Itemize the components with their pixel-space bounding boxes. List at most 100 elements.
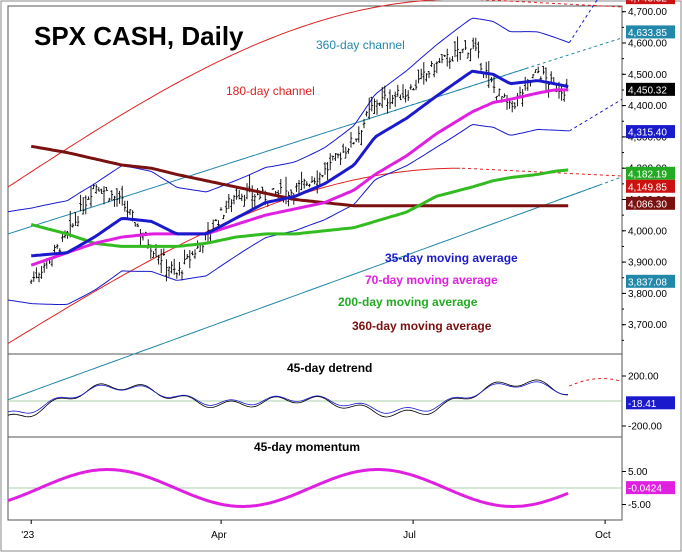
- price-bar: [453, 41, 457, 58]
- price-bar: [40, 265, 43, 279]
- label-200-day-ma: 200-day moving average: [338, 295, 478, 309]
- price-value-badge-text: 4,182.19: [628, 169, 667, 180]
- price-bar: [451, 55, 454, 62]
- price-value-badge: 4,633.85: [626, 25, 675, 39]
- price-bar: [360, 129, 363, 146]
- price-value-badge: 4,450.32: [626, 82, 675, 96]
- price-bar: [318, 172, 322, 187]
- price-bar: [412, 87, 415, 91]
- price-bar: [92, 183, 95, 190]
- price-bar: [443, 54, 446, 57]
- price-bar: [347, 148, 350, 154]
- price-value-badge-text: 4,315.40: [628, 128, 667, 139]
- price-bar: [188, 250, 192, 269]
- price-bar: [87, 196, 90, 200]
- price-value-badge: 4,149.85: [626, 179, 675, 193]
- channel-180-lower-projection: [461, 167, 623, 177]
- price-bar: [393, 91, 397, 107]
- price-bar: [321, 175, 324, 178]
- price-bar: [362, 118, 366, 129]
- label-360-day-ma: 360-day moving average: [352, 319, 492, 333]
- price-bar: [162, 248, 166, 256]
- price-y-tick-label: 4,600.00: [628, 39, 667, 50]
- momentum-y-tick-label: 5.00: [628, 467, 648, 478]
- channel-360-lower: [7, 184, 601, 401]
- x-axis-layer: '23 Apr Jul Oct: [21, 520, 611, 541]
- price-bar: [477, 41, 480, 59]
- price-bar: [253, 194, 257, 209]
- price-bar: [365, 110, 368, 117]
- price-bar: [503, 93, 506, 98]
- price-y-tick-label: 4,500.00: [628, 70, 667, 81]
- price-bar: [102, 186, 106, 205]
- envelope-upper: [7, 17, 570, 213]
- label-180-day-channel: 180-day channel: [226, 84, 315, 98]
- price-bar: [534, 69, 537, 73]
- moving-averages-layer: [30, 69, 569, 267]
- price-bar: [469, 48, 472, 62]
- ma-200-line: [30, 168, 569, 248]
- price-bar: [339, 152, 342, 165]
- x-tick-label: Apr: [211, 530, 227, 541]
- price-bar: [440, 53, 444, 64]
- detrend-layer: [7, 377, 621, 418]
- price-bar: [37, 272, 41, 283]
- momentum-line: [7, 468, 569, 508]
- price-bar: [152, 251, 155, 258]
- price-bar: [448, 57, 452, 69]
- price-bar: [107, 197, 111, 202]
- channel-360-lower-projection: [559, 177, 621, 200]
- price-bar: [110, 190, 114, 201]
- detrend-line-smoothed: [7, 381, 569, 414]
- price-bar: [401, 84, 405, 99]
- price-bar: [68, 211, 72, 238]
- price-bar: [308, 183, 311, 188]
- price-value-badge-text: 4,086.30: [628, 199, 667, 210]
- price-y-tick-label: 4,000.00: [628, 226, 667, 237]
- envelope-lower: [7, 123, 570, 305]
- price-bar: [490, 77, 493, 83]
- price-bar: [279, 179, 283, 194]
- envelope-upper-projection: [568, 0, 598, 43]
- price-value-badge-bg: [626, 179, 675, 193]
- price-bar: [544, 67, 548, 90]
- momentum-value-badge-bg: [626, 481, 675, 495]
- price-bar: [334, 153, 337, 161]
- x-tick-label: '23: [21, 530, 34, 541]
- price-bar: [235, 186, 238, 200]
- price-bar: [159, 249, 163, 274]
- momentum-title: 45-day momentum: [254, 440, 360, 454]
- price-bar: [396, 84, 400, 97]
- price-bar: [136, 223, 140, 228]
- price-value-badge-bg: [626, 82, 675, 96]
- price-bar: [165, 259, 168, 282]
- price-bar: [461, 48, 465, 54]
- price-bar: [310, 176, 314, 183]
- price-bar: [378, 102, 381, 107]
- price-bar: [157, 254, 160, 265]
- price-y-tick-label: 3,900.00: [628, 258, 667, 269]
- price-bar: [167, 266, 171, 277]
- price-value-badge-text: 4,743.32: [628, 0, 667, 5]
- price-value-badge-text: 4,149.85: [628, 182, 667, 193]
- price-bar: [430, 60, 433, 68]
- price-value-badge-bg: [626, 25, 675, 39]
- price-bar: [562, 90, 566, 102]
- price-bar: [240, 193, 244, 202]
- price-bar: [271, 188, 275, 190]
- price-bar: [300, 171, 303, 191]
- price-bar: [32, 271, 36, 282]
- price-bar: [170, 261, 173, 274]
- price-bar: [305, 181, 309, 187]
- channels-layer: [7, 0, 623, 401]
- price-bar: [42, 262, 46, 273]
- price-bar: [536, 66, 540, 74]
- price-bar: [466, 52, 470, 59]
- price-bar: [406, 90, 410, 101]
- price-bar: [375, 99, 379, 115]
- price-value-badge-bg: [626, 166, 675, 180]
- price-bar: [297, 179, 301, 194]
- price-bar: [391, 94, 394, 105]
